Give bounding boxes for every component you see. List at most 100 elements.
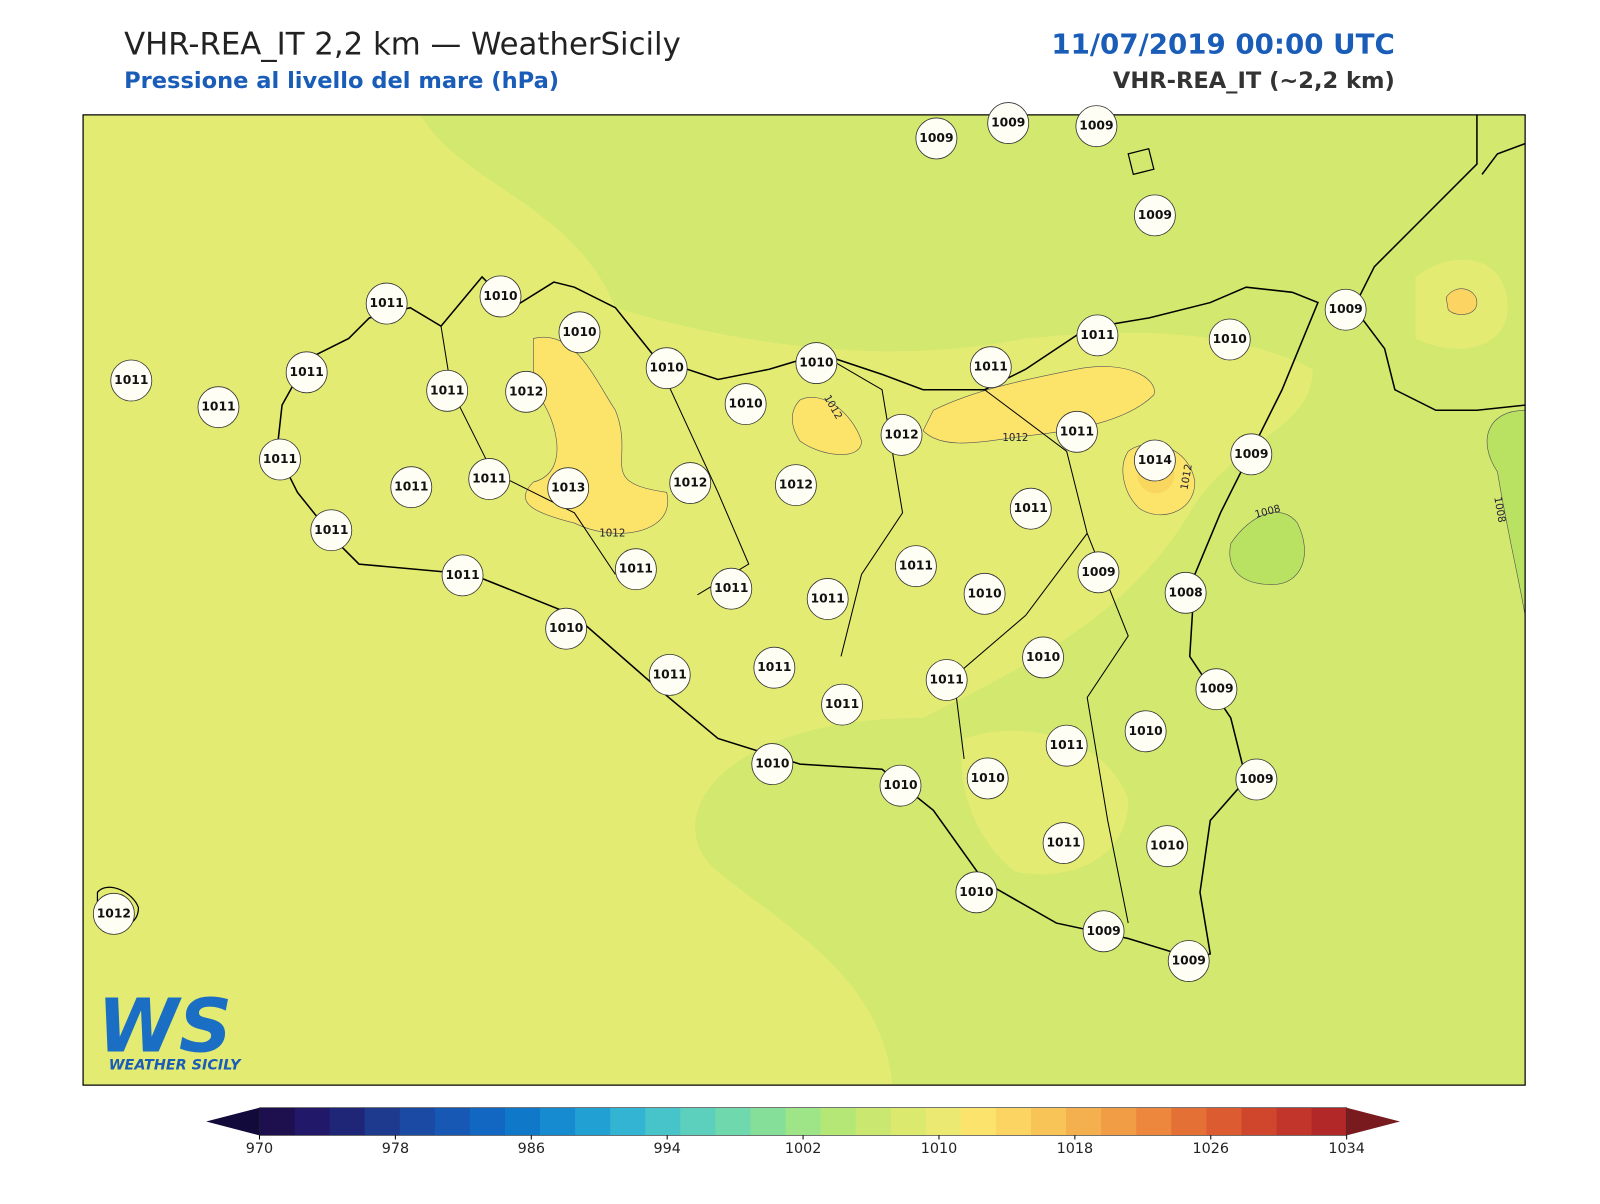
- station-marker: [1195, 668, 1238, 711]
- station-marker: [751, 743, 794, 786]
- colorbar-bin: [785, 1107, 822, 1136]
- colorbar-bin: [364, 1107, 401, 1136]
- colorbar-bin: [575, 1107, 611, 1136]
- station-value: 1011: [263, 452, 297, 466]
- colorbar-bin: [750, 1107, 787, 1136]
- station-marker: [390, 466, 433, 509]
- field-low2: [1486, 409, 1526, 616]
- station-marker: [479, 275, 522, 318]
- station-value: 1011: [1046, 836, 1080, 850]
- colorbar-bin: [715, 1107, 751, 1136]
- map: [83, 114, 1526, 1086]
- station-value: 1009: [1199, 682, 1233, 696]
- station-marker: [724, 383, 767, 426]
- station-marker: [1164, 571, 1207, 614]
- colorbar-bin: [469, 1107, 506, 1136]
- station-value: 1009: [1138, 208, 1172, 222]
- station-marker: [963, 572, 1006, 615]
- station-marker: [894, 545, 937, 588]
- subtitle: Pressione al livello del mare (hPa): [124, 68, 559, 94]
- logo-text: WEATHER SICILY: [109, 1058, 242, 1074]
- colorbar-bin: [995, 1107, 1032, 1136]
- colorbar-bin: [1136, 1107, 1172, 1136]
- station-marker: [1022, 636, 1064, 679]
- station-value: 1011: [472, 471, 506, 485]
- station-value: 1011: [1014, 501, 1048, 515]
- station-value: 1010: [799, 356, 833, 370]
- station-value: 1010: [483, 289, 517, 303]
- station-value: 1010: [1213, 332, 1247, 346]
- station-marker: [1324, 288, 1367, 331]
- station-marker: [1167, 940, 1210, 982]
- station-value: 1010: [1150, 839, 1184, 853]
- colorbar-tick-label: 986: [518, 1141, 545, 1157]
- station-marker: [1208, 318, 1251, 361]
- station-marker: [547, 467, 590, 510]
- station-marker: [955, 871, 998, 914]
- station-marker: [710, 567, 753, 610]
- colorbar-bin: [1206, 1107, 1242, 1136]
- station-marker: [774, 464, 817, 507]
- island: [1127, 147, 1155, 176]
- colorbar-bin: [890, 1107, 927, 1136]
- colorbar-tick-label: 978: [382, 1141, 409, 1157]
- colorbar-tick-label: 994: [653, 1141, 680, 1157]
- colorbar-tick-label: 1026: [1193, 1141, 1230, 1157]
- station-marker: [285, 351, 328, 394]
- station-marker: [558, 311, 601, 354]
- station-marker: [1042, 822, 1085, 864]
- map-frame: [82, 114, 1526, 1086]
- station-marker: [645, 347, 688, 390]
- station-marker: [310, 509, 353, 552]
- station-value: 1009: [1086, 924, 1120, 938]
- station-marker: [925, 659, 968, 701]
- colorbar-tick-label: 1018: [1057, 1141, 1094, 1157]
- station-marker: [966, 757, 1009, 800]
- colorbar-bin: [294, 1107, 331, 1136]
- station-value: 1011: [314, 523, 348, 537]
- station-marker: [545, 607, 588, 650]
- colorbar-bin: [610, 1107, 646, 1136]
- station-marker: [1009, 487, 1052, 530]
- station-marker: [806, 578, 849, 620]
- coastline: [1352, 114, 1526, 412]
- station-marker: [259, 438, 301, 481]
- station-value: 1011: [114, 373, 148, 387]
- station-value: 1011: [370, 296, 404, 310]
- station-value: 1010: [549, 621, 583, 635]
- station-value: 1009: [1172, 954, 1206, 968]
- colorbar-under: [206, 1107, 260, 1136]
- colorbar-bin: [1241, 1107, 1278, 1136]
- datetime: 11/07/2019 00:00 UTC: [1051, 27, 1394, 60]
- station-value: 1011: [201, 400, 235, 414]
- station-value: 1010: [729, 397, 763, 411]
- colorbar-bin: [925, 1107, 962, 1136]
- colorbar-bin: [1311, 1107, 1348, 1136]
- station-marker: [1056, 410, 1098, 453]
- station-marker: [969, 346, 1012, 389]
- station-value: 1010: [755, 757, 789, 771]
- field-low: [420, 114, 1526, 1086]
- station-marker: [197, 386, 240, 429]
- station-marker: [1077, 551, 1120, 594]
- coastline: [276, 275, 1319, 960]
- colorbar-bin: [434, 1107, 471, 1136]
- station-value: 1010: [1129, 724, 1163, 738]
- colorbar-bin: [855, 1107, 892, 1136]
- contour-label: 1012: [1178, 463, 1194, 491]
- colorbar-bin: [1031, 1107, 1067, 1136]
- station-value: 1010: [650, 361, 684, 375]
- field-high: [792, 397, 862, 455]
- station-value: 1012: [779, 478, 813, 492]
- colorbar-bin: [1101, 1107, 1137, 1136]
- station-marker: [648, 653, 691, 696]
- station-value: 1009: [1081, 565, 1115, 579]
- colorbar-tick-label: 1002: [785, 1141, 822, 1157]
- station-marker: [1045, 724, 1088, 767]
- station-value: 1011: [825, 697, 859, 711]
- station-value: 1011: [714, 581, 748, 595]
- station-value: 1011: [430, 383, 464, 397]
- station-marker: [426, 369, 469, 412]
- station-marker: [795, 342, 838, 384]
- station-value: 1010: [971, 771, 1005, 785]
